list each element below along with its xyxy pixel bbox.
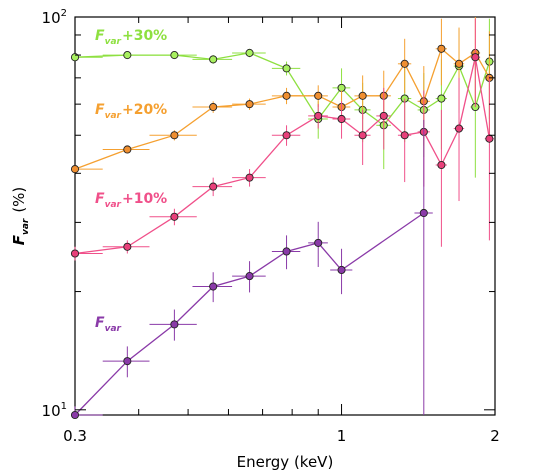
data-point — [123, 242, 132, 251]
data-point — [400, 131, 409, 140]
data-point — [245, 173, 254, 182]
data-point — [123, 145, 132, 154]
data-point — [209, 282, 218, 291]
x-tick-label: 2 — [490, 427, 500, 445]
data-point — [337, 114, 346, 124]
data-point — [282, 64, 291, 73]
data-point — [70, 165, 80, 174]
series-label-sub: var — [105, 111, 122, 121]
series-line — [74, 57, 491, 255]
data-point — [485, 134, 494, 143]
data-point — [314, 111, 323, 120]
series-label-suffix: +10% — [122, 191, 167, 207]
data-point — [123, 357, 132, 366]
series-3 — [70, 119, 433, 420]
series-label-suffix: +30% — [122, 28, 167, 44]
y-axis-title: Fvar (%) — [10, 187, 31, 246]
series-line — [74, 47, 490, 170]
series-label-main: F — [95, 191, 105, 207]
data-point — [170, 131, 179, 140]
series-label-sub: var — [105, 37, 122, 47]
data-point — [454, 124, 464, 133]
y-tick-label-exp: 2 — [61, 8, 67, 19]
data-point — [245, 48, 254, 57]
y-tick-label-base: 10 — [42, 9, 61, 27]
series-label-suffix: +20% — [122, 102, 167, 118]
data-point — [170, 51, 179, 60]
data-point — [209, 55, 218, 64]
data-point — [454, 59, 464, 68]
series-line — [74, 52, 491, 127]
series-label-sub: var — [105, 200, 122, 210]
y-tick-label: 101 — [42, 401, 67, 420]
x-tick-label: 1 — [337, 427, 347, 445]
data-point — [337, 83, 346, 92]
y-axis-title-unit: (%) — [10, 187, 28, 213]
series-layer — [70, 17, 494, 420]
data-point — [400, 59, 409, 68]
y-tick-label-exp: 1 — [61, 401, 67, 412]
series-label-1: Fvar+20% — [95, 102, 167, 121]
data-point — [282, 91, 291, 100]
data-point — [314, 91, 323, 100]
data-point — [437, 160, 446, 170]
svg-text:Fvar(%): Fvar (%) — [10, 187, 31, 246]
data-point — [70, 249, 80, 258]
plot-frame — [74, 16, 496, 416]
series-label-3: Fvar — [95, 315, 122, 334]
data-point — [437, 44, 446, 53]
y-tick-label: 102 — [42, 8, 67, 27]
y-axis-title-sub: var — [21, 218, 31, 235]
series-label-0: Fvar+30% — [95, 28, 167, 47]
x-tick-label: 0.3 — [63, 427, 87, 445]
data-point — [209, 182, 218, 191]
data-point — [282, 131, 291, 140]
data-point — [358, 91, 367, 100]
series-label-main: F — [95, 28, 105, 44]
data-point — [245, 100, 254, 109]
data-point — [314, 238, 323, 247]
data-point — [379, 111, 388, 120]
data-point — [337, 265, 346, 275]
data-point — [123, 51, 132, 60]
series-label-main: F — [95, 102, 105, 118]
data-point — [170, 320, 179, 329]
data-point — [471, 53, 480, 62]
plot-frame-group — [74, 16, 496, 416]
series-labels-layer: Fvar+30%Fvar+20%Fvar+10%Fvar — [95, 28, 167, 334]
data-point — [419, 208, 428, 218]
series-label-main: F — [95, 315, 105, 331]
y-axis-title-main: F — [10, 234, 28, 245]
series-label-2: Fvar+10% — [95, 191, 167, 210]
data-point — [245, 272, 254, 281]
series-label-sub: var — [105, 324, 122, 334]
y-tick-label-base: 10 — [42, 402, 61, 420]
data-point — [282, 247, 291, 256]
x-axis-title: Energy (keV) — [237, 453, 334, 471]
data-point — [209, 102, 218, 112]
data-point — [358, 131, 367, 140]
data-point — [437, 94, 446, 103]
data-point — [170, 212, 179, 221]
data-point — [70, 410, 80, 420]
